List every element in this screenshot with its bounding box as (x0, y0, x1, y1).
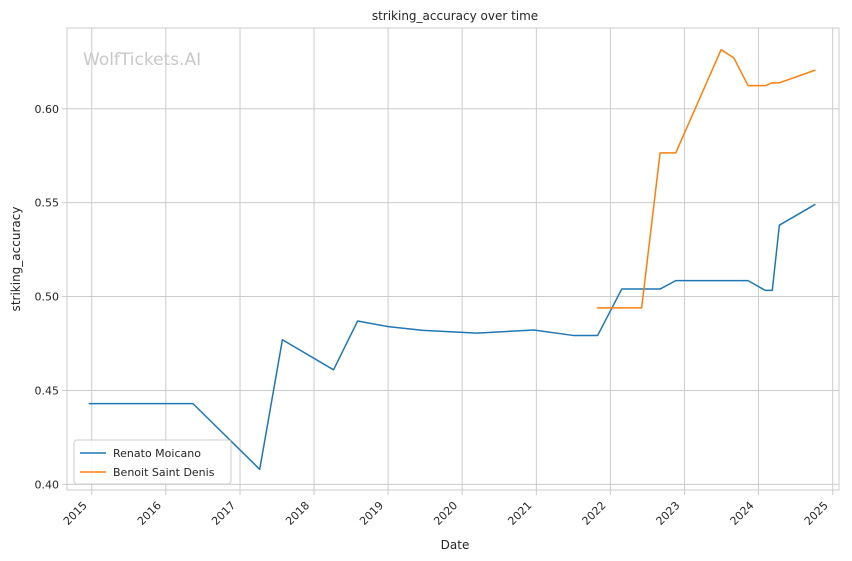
legend-label-renato-moicano: Renato Moicano (113, 447, 201, 460)
series-layer (88, 48, 816, 471)
series-line-benoit-saint-denis (596, 48, 816, 309)
watermark: WolfTickets.AI (83, 50, 201, 70)
x-axis-title: Date (441, 538, 470, 552)
legend-label-benoit-saint-denis: Benoit Saint Denis (113, 466, 215, 479)
y-tick-labels: 0.40 0.45 0.50 0.55 0.60 (35, 103, 60, 492)
y-tick-label: 0.40 (35, 478, 60, 491)
y-tick-label: 0.50 (35, 291, 60, 304)
y-tick-label: 0.45 (35, 384, 60, 397)
plot-frame (66, 27, 840, 491)
y-axis-title: striking_accuracy (9, 207, 23, 312)
series-line-renato-moicano (88, 203, 816, 471)
grid (62, 28, 839, 495)
y-tick-label: 0.55 (35, 197, 60, 210)
legend-box (73, 439, 232, 485)
y-tick-label: 0.60 (35, 103, 60, 116)
legend: Renato Moicano Benoit Saint Denis (73, 439, 232, 485)
chart-title: striking_accuracy over time (372, 9, 538, 23)
